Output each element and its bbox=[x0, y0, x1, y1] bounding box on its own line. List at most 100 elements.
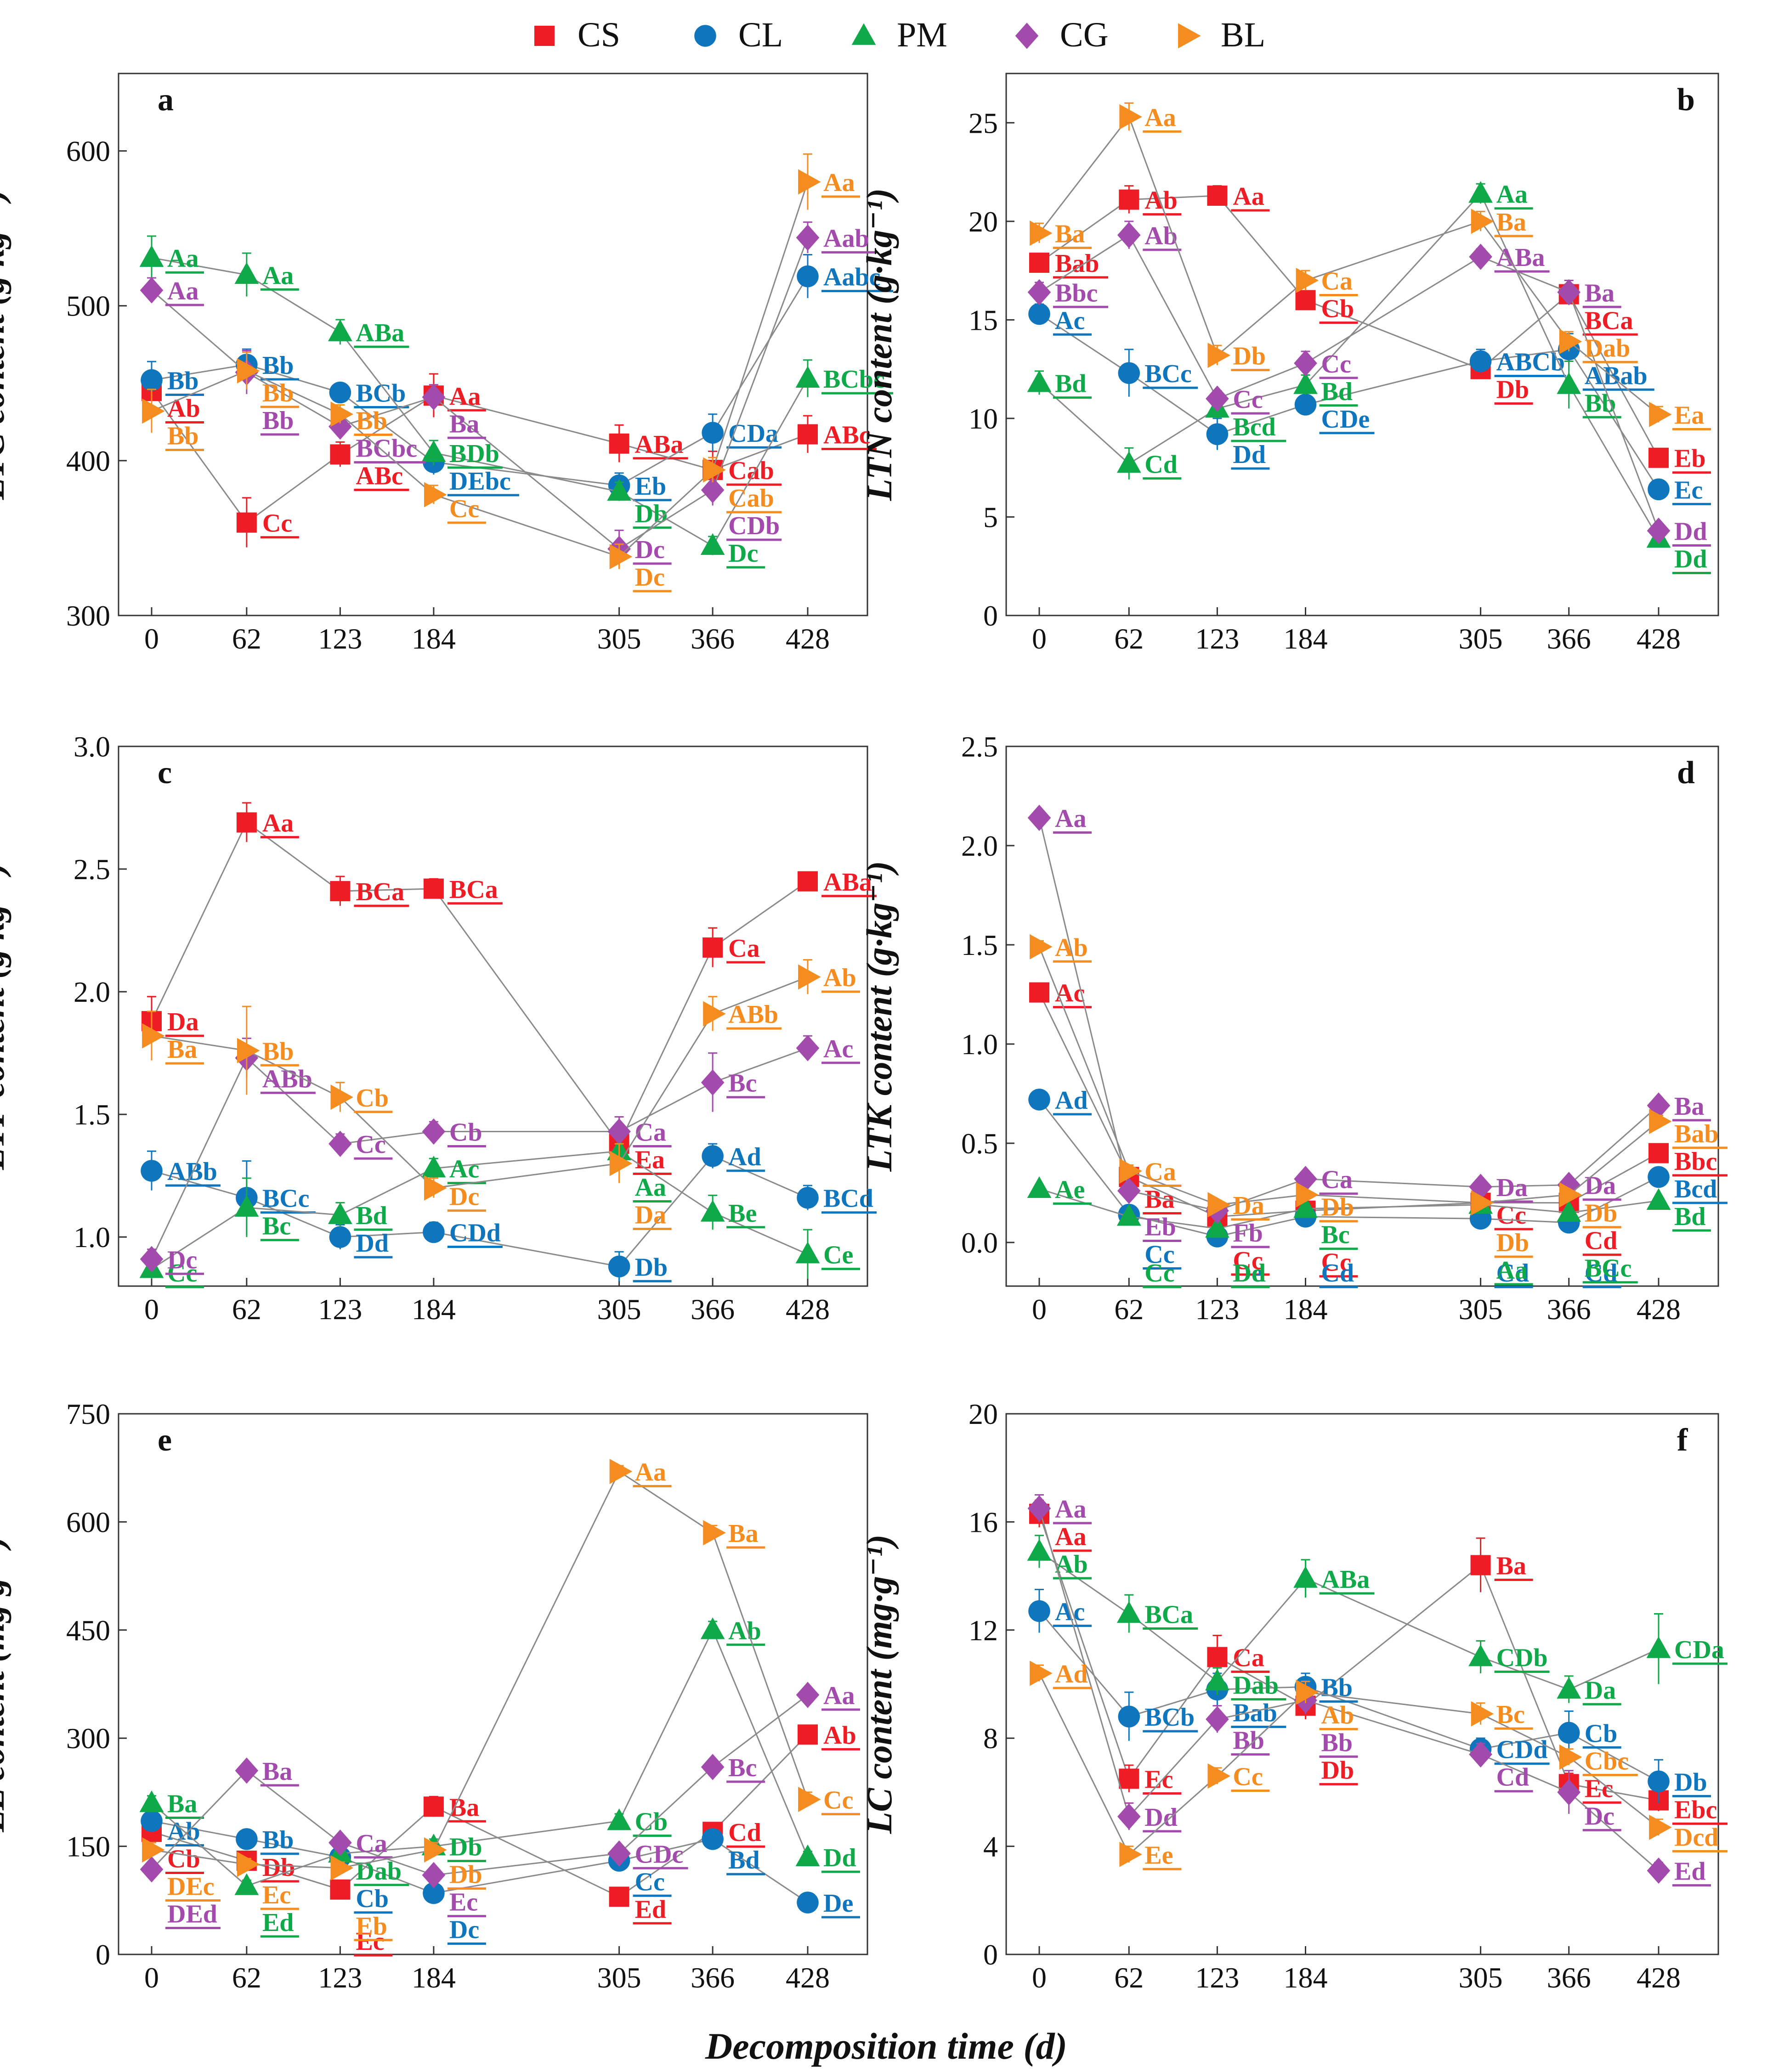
legend-label-cl: CL bbox=[738, 16, 783, 54]
legend-marker-cl bbox=[694, 25, 716, 47]
series-cs: Aa ABa BCa BCa Ca Da Ea bbox=[142, 802, 877, 1175]
data-point bbox=[237, 1038, 260, 1063]
significance-label: ABa bbox=[635, 430, 684, 459]
data-point bbox=[1649, 1814, 1672, 1840]
data-point bbox=[609, 1459, 633, 1485]
data-point bbox=[1559, 329, 1582, 355]
data-point bbox=[1296, 268, 1319, 294]
x-tick-label: 184 bbox=[1284, 1961, 1328, 1994]
y-tick-label: 300 bbox=[66, 599, 110, 632]
series-bl: Ab ABb Ba Bb Cb Da Dc bbox=[142, 959, 860, 1231]
legend: CS CL PM CG BL bbox=[534, 16, 1265, 54]
significance-label: Ba bbox=[167, 1035, 197, 1064]
data-point bbox=[1559, 1744, 1582, 1770]
significance-label: Ee bbox=[1144, 1841, 1173, 1869]
series-cs: Aa Ab Bab BCa Cb Db Eb bbox=[1029, 182, 1711, 474]
significance-label: Cb bbox=[167, 1845, 200, 1873]
x-tick-label: 62 bbox=[232, 1961, 261, 1994]
significance-label: Db bbox=[262, 1853, 295, 1882]
data-point bbox=[796, 1682, 820, 1708]
data-point bbox=[1293, 1196, 1318, 1218]
significance-label: Cd bbox=[1144, 451, 1178, 479]
data-point bbox=[1206, 385, 1229, 412]
data-point bbox=[1646, 1188, 1671, 1210]
significance-label: Dab bbox=[1233, 1671, 1279, 1700]
panel-letter: b bbox=[1677, 82, 1695, 118]
y-axis-label: LTK content (g·kg⁻¹) bbox=[859, 861, 899, 1172]
significance-label: Aa bbox=[823, 169, 855, 197]
data-point bbox=[141, 369, 163, 391]
data-point bbox=[1468, 1644, 1493, 1666]
significance-label: Ea bbox=[1674, 401, 1704, 429]
significance-label: Ba bbox=[449, 410, 479, 438]
x-tick-label: 366 bbox=[691, 622, 735, 655]
x-tick-label: 62 bbox=[1114, 1961, 1144, 1994]
series-cg: Ab ABa Bbc Ba Cc Cc Dd bbox=[1027, 220, 1711, 547]
significance-label: Aa bbox=[1055, 1523, 1086, 1551]
significance-label: Cc bbox=[262, 509, 292, 538]
data-point bbox=[609, 1886, 629, 1907]
x-tick-label: 366 bbox=[1547, 1293, 1591, 1326]
panel-frame bbox=[118, 745, 868, 1287]
panel-frame bbox=[118, 73, 868, 616]
significance-label: Dc bbox=[1585, 1802, 1614, 1830]
panel-letter: a bbox=[158, 82, 174, 118]
data-point bbox=[1116, 451, 1141, 473]
significance-label: Ba bbox=[728, 1519, 758, 1548]
y-tick-label: 600 bbox=[66, 135, 110, 168]
significance-label: Ca bbox=[1321, 267, 1353, 296]
significance-label: Ac bbox=[1055, 979, 1085, 1008]
data-point bbox=[1205, 1216, 1229, 1238]
significance-label: Cc bbox=[823, 1786, 853, 1815]
significance-label: Cb bbox=[449, 1118, 482, 1147]
y-axis-label: LC content (mg·g⁻¹) bbox=[859, 1535, 899, 1835]
x-tick-label: 62 bbox=[232, 622, 261, 655]
data-point bbox=[422, 1862, 446, 1888]
significance-label: BCbc bbox=[356, 435, 417, 463]
significance-label: CDe bbox=[1321, 405, 1370, 434]
data-point bbox=[139, 245, 164, 267]
significance-label: Db bbox=[635, 500, 668, 528]
significance-label: CDa bbox=[1674, 1636, 1724, 1664]
significance-label: Dd bbox=[1233, 1259, 1266, 1287]
data-point bbox=[703, 457, 726, 483]
y-tick-label: 1.5 bbox=[961, 929, 998, 961]
significance-label: Cab bbox=[728, 484, 774, 513]
significance-label: Bab bbox=[1055, 249, 1099, 278]
data-point bbox=[423, 1882, 445, 1904]
significance-label: Cc bbox=[1233, 1247, 1263, 1275]
data-point bbox=[423, 878, 444, 899]
x-tick-label: 123 bbox=[318, 622, 362, 655]
significance-label: Eb bbox=[1674, 445, 1706, 473]
legend-item-cg: CG bbox=[1015, 16, 1109, 54]
x-tick-label: 184 bbox=[412, 1293, 456, 1326]
significance-label: Ba bbox=[167, 1790, 197, 1818]
significance-label: CDc bbox=[635, 1840, 684, 1869]
data-point bbox=[1646, 1636, 1671, 1658]
data-point bbox=[234, 1195, 259, 1217]
significance-label: Eb bbox=[356, 1912, 387, 1941]
significance-label: Dd bbox=[356, 1229, 389, 1258]
y-axis-label: LTC content (g·kg⁻¹) bbox=[0, 189, 11, 500]
data-point bbox=[1470, 1555, 1491, 1575]
significance-label: Db bbox=[1496, 1229, 1529, 1257]
significance-label: ABb bbox=[728, 1000, 778, 1029]
data-point bbox=[237, 358, 260, 384]
significance-label: BCb bbox=[356, 379, 406, 408]
y-tick-label: 0.5 bbox=[961, 1127, 998, 1160]
significance-label: Ae bbox=[1055, 1175, 1085, 1204]
data-point bbox=[141, 1810, 163, 1832]
data-point bbox=[329, 381, 351, 404]
data-point bbox=[1119, 1158, 1142, 1184]
series-bl: Ad Ab Bc Cbc Cc Dcd Ee bbox=[1030, 1660, 1728, 1870]
significance-label: BCa bbox=[356, 878, 404, 906]
y-axis-label: LTN content (g·kg⁻¹) bbox=[859, 188, 899, 502]
panel-e: 0 150 300 450 600 750 0 62 123 184 305 366 428 LL con… bbox=[0, 1398, 868, 1994]
data-point bbox=[139, 1790, 164, 1812]
significance-label: Da bbox=[635, 1201, 666, 1230]
significance-label: Ac bbox=[449, 1155, 479, 1184]
